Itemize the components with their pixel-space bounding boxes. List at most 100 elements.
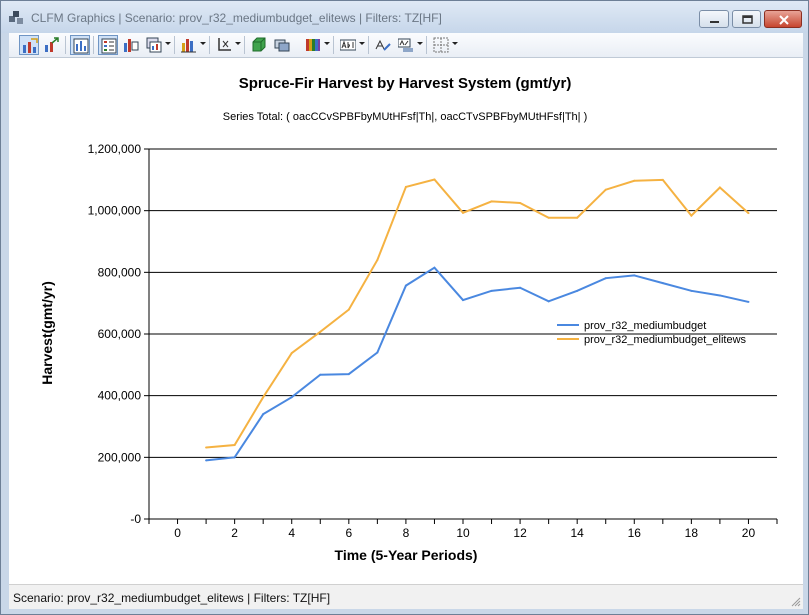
chevron-down-icon[interactable] (165, 42, 171, 45)
chart-canvas[interactable]: Spruce-Fir Harvest by Harvest System (gm… (9, 58, 803, 584)
data-point (376, 259, 379, 261)
maximize-button[interactable] (732, 10, 761, 28)
chevron-down-icon[interactable] (452, 42, 458, 45)
data-point (262, 413, 265, 416)
3d-view-icon (252, 37, 266, 52)
data-point (747, 212, 750, 215)
minimize-icon (710, 21, 719, 23)
x-tick-label: 12 (513, 526, 527, 540)
rotate-button[interactable] (272, 35, 292, 55)
x-tick-label: 10 (456, 526, 470, 540)
data-point (290, 396, 293, 399)
font-dropdown-button[interactable] (396, 35, 416, 55)
x-axis-label: Time (5-Year Periods) (335, 547, 478, 563)
chevron-down-icon[interactable] (235, 42, 241, 45)
close-icon (779, 15, 789, 25)
data-point (462, 299, 464, 302)
x-tick-label: 20 (742, 526, 756, 540)
y-tick-label: 800,000 (98, 265, 142, 279)
3d-view-button[interactable] (249, 35, 269, 55)
x-tick-label: 6 (345, 526, 352, 540)
toolbar-separator (426, 36, 427, 54)
data-point (347, 308, 350, 311)
axes-dropdown-icon (218, 38, 231, 51)
legend-toggle-button[interactable] (98, 35, 118, 55)
data-point (490, 200, 493, 203)
rotate-icon (274, 39, 290, 52)
data-point (319, 373, 322, 376)
toolbar-separator (333, 36, 334, 54)
y-tick-label: 400,000 (98, 389, 142, 403)
data-point (404, 185, 407, 188)
toolbar-separator (244, 36, 245, 54)
chevron-down-icon[interactable] (359, 42, 365, 45)
x-tick-label: 8 (403, 526, 410, 540)
data-labels-dropdown-button[interactable] (338, 35, 358, 55)
y-axis-label: Harvest(gmt/yr) (39, 281, 55, 384)
chart-subtitle: Series Total: ( oacCCvSPBFbyMUtHFsf|Th|,… (223, 111, 588, 123)
x-tick-label: 4 (288, 526, 295, 540)
data-point (347, 373, 350, 376)
chart-wizard-button[interactable] (19, 35, 39, 55)
export-chart-button[interactable] (42, 35, 62, 55)
data-grid-button[interactable] (70, 35, 90, 55)
x-tick-label: 16 (628, 526, 642, 540)
chevron-down-icon[interactable] (324, 42, 330, 45)
data-point (262, 396, 265, 399)
chevron-down-icon[interactable] (417, 42, 423, 45)
data-point (633, 179, 636, 182)
data-point (661, 282, 664, 285)
data-grid-icon (73, 38, 89, 54)
data-point (718, 186, 721, 189)
data-point (490, 289, 493, 292)
status-bar: Scenario: prov_r32_mediumbudget_elitews … (9, 584, 803, 609)
series-list-icon (124, 39, 139, 52)
chart-type-dropdown-button[interactable] (179, 35, 199, 55)
chevron-down-icon[interactable] (200, 42, 206, 45)
window-title: CLFM Graphics | Scenario: prov_r32_mediu… (31, 11, 442, 25)
series-list-button[interactable] (121, 35, 141, 55)
data-point (747, 300, 750, 303)
x-tick-label: 2 (231, 526, 238, 540)
data-point (718, 294, 721, 297)
export-chart-icon (45, 37, 59, 52)
chart-title: Spruce-Fir Harvest by Harvest System (gm… (239, 75, 572, 92)
toolbar-separator (368, 36, 369, 54)
data-point (433, 266, 436, 269)
axes-dropdown-button[interactable] (214, 35, 234, 55)
data-point (205, 459, 208, 462)
y-tick-label: 1,200,000 (88, 142, 142, 156)
chart-toolbar (9, 33, 803, 58)
data-point (433, 178, 436, 181)
data-point (604, 188, 607, 191)
y-tick-label: 200,000 (98, 450, 142, 464)
gridlines-dropdown-button[interactable] (431, 35, 451, 55)
chart-type-dropdown-icon (181, 39, 196, 53)
legend-label: prov_r32_mediumbudget_elitews (584, 334, 747, 346)
font-dropdown-icon (398, 38, 413, 52)
close-button[interactable] (764, 10, 802, 28)
resize-grip-icon[interactable] (791, 597, 801, 607)
gallery-dropdown-button[interactable] (144, 35, 164, 55)
data-point (404, 284, 407, 287)
status-text: Scenario: prov_r32_mediumbudget_elitews … (13, 591, 331, 605)
gridlines-dropdown-icon (433, 37, 449, 53)
title-bar[interactable]: CLFM Graphics | Scenario: prov_r32_mediu… (1, 1, 808, 33)
data-point (661, 178, 664, 181)
data-point (376, 351, 379, 354)
data-point (205, 446, 208, 449)
y-tick-label: 600,000 (98, 327, 142, 341)
data-point (576, 216, 579, 219)
x-tick-label: 14 (571, 526, 585, 540)
minimize-button[interactable] (699, 10, 729, 28)
axis-title-button[interactable] (373, 35, 393, 55)
data-point (290, 352, 293, 355)
data-point (233, 456, 236, 459)
data-point (547, 300, 550, 303)
app-icon (9, 11, 23, 24)
data-point (633, 274, 636, 277)
palette-dropdown-button[interactable] (303, 35, 323, 55)
legend-label: prov_r32_mediumbudget (584, 320, 706, 332)
x-tick-label: 18 (685, 526, 699, 540)
